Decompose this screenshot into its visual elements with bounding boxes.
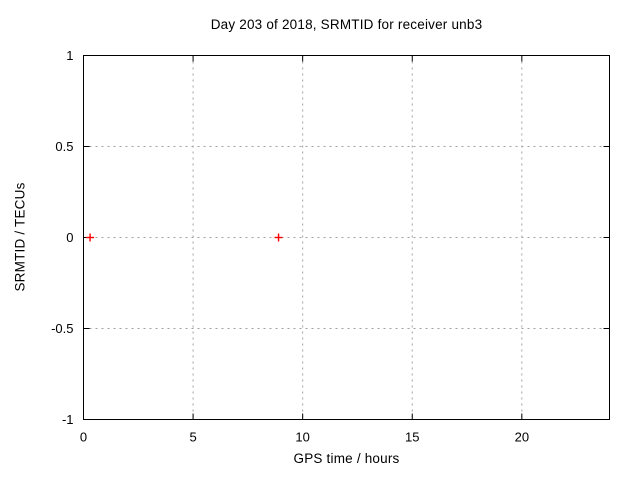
y-tick-label: 1	[66, 48, 73, 63]
chart-title: Day 203 of 2018, SRMTID for receiver unb…	[210, 17, 483, 32]
y-tick-label: 0.5	[55, 139, 73, 154]
y-tick-label: -1	[62, 412, 74, 427]
x-tick-label: 10	[295, 430, 309, 445]
x-tick-label: 20	[515, 430, 529, 445]
y-tick-label: 0	[66, 230, 73, 245]
x-tick-label: 15	[405, 430, 419, 445]
x-axis-label: GPS time / hours	[293, 451, 400, 466]
y-tick-label: -0.5	[51, 321, 73, 336]
x-tick-label: 0	[80, 430, 87, 445]
x-tick-label: 5	[189, 430, 196, 445]
